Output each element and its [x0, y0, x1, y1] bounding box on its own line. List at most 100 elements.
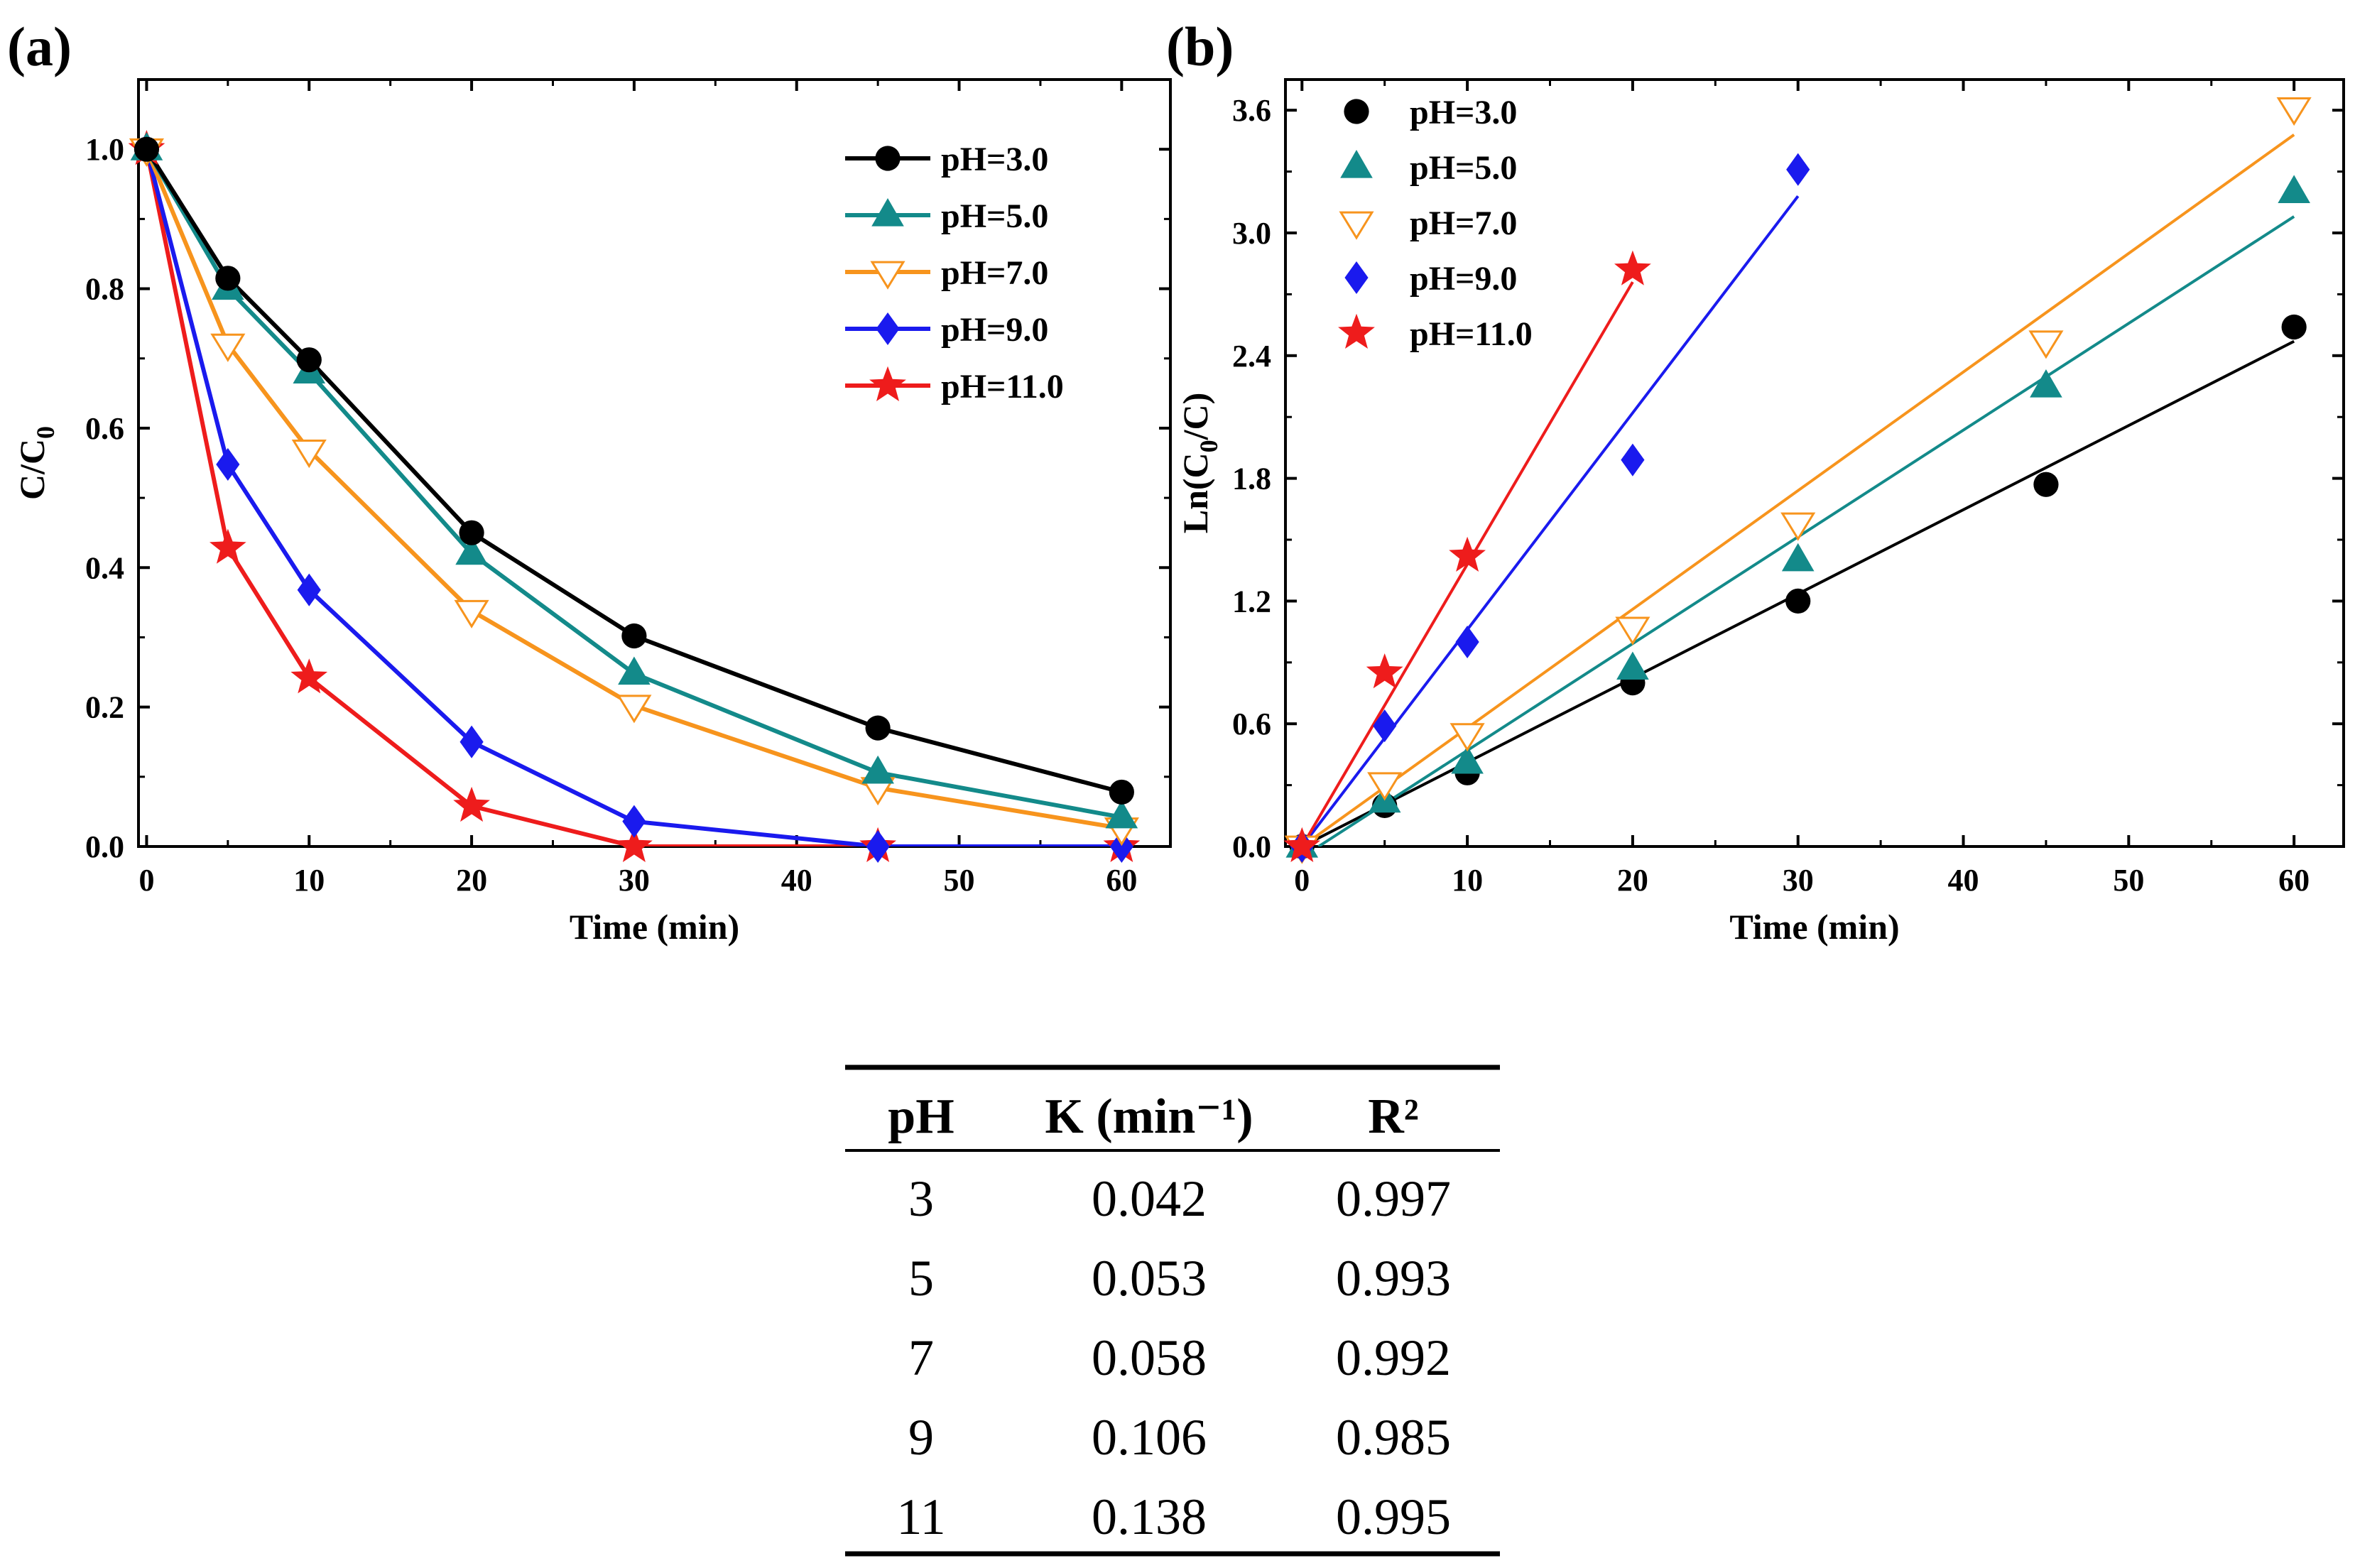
b-x-tick-label: 30 — [1783, 863, 1814, 898]
a-data-point — [618, 656, 651, 685]
table-cell: 0.995 — [1336, 1488, 1451, 1545]
b-y-tick-label: 1.8 — [1232, 462, 1271, 496]
b-legend-label: pH=9.0 — [1410, 260, 1517, 298]
b-data-point — [1450, 723, 1485, 752]
b-data-point — [1451, 745, 1484, 774]
a-y-axis-title: C/C0 — [12, 426, 60, 500]
b-data-point — [1283, 827, 1321, 862]
b-data-point — [2030, 369, 2062, 398]
table-cell: 3 — [908, 1170, 934, 1227]
a-data-point — [297, 573, 321, 606]
b-x-tick-label: 0 — [1294, 863, 1310, 898]
table-header-cell: K (min⁻¹) — [1045, 1089, 1253, 1144]
b-legend-marker — [1339, 211, 1374, 240]
b-legend-label: pH=7.0 — [1410, 205, 1517, 242]
a-legend-marker — [876, 312, 900, 346]
b-data-point — [2278, 175, 2310, 203]
a-y-tick-label: 0.4 — [85, 550, 124, 585]
b-legend-marker — [1344, 261, 1369, 295]
b-x-tick-label: 60 — [2278, 863, 2310, 898]
a-data-point — [866, 829, 890, 864]
a-y-tick-label: 1.0 — [85, 132, 124, 167]
a-legend-label: pH=11.0 — [941, 368, 1064, 405]
a-data-point — [865, 715, 891, 741]
b-x-tick-label: 50 — [2113, 863, 2144, 898]
table-cell: 0.138 — [1092, 1488, 1207, 1545]
a-data-point — [216, 447, 240, 481]
a-data-point — [616, 827, 653, 862]
a-data-point — [1109, 829, 1133, 864]
a-data-point — [215, 266, 241, 291]
b-data-point — [1786, 153, 1810, 186]
b-y-tick-label: 2.4 — [1232, 339, 1271, 374]
b-y-tick-label: 3.0 — [1232, 216, 1271, 251]
table-cell: 0.058 — [1092, 1329, 1207, 1386]
b-data-point — [2028, 330, 2064, 359]
a-x-axis-title: Time (min) — [570, 907, 739, 947]
table-cell: 0.992 — [1336, 1329, 1451, 1386]
b-data-point — [1455, 625, 1479, 659]
b-data-point — [1367, 772, 1403, 801]
b-y-axis-title: Ln(C0/C) — [1175, 393, 1223, 534]
a-data-point — [210, 333, 246, 362]
b-data-point — [1614, 250, 1651, 285]
a-x-tick-label: 60 — [1106, 863, 1137, 898]
a-y-tick-label: 0.6 — [85, 411, 124, 446]
a-data-point — [621, 623, 647, 649]
b-x-tick-label: 10 — [1452, 863, 1483, 898]
a-data-point — [1109, 779, 1134, 805]
a-x-tick-label: 30 — [619, 863, 650, 898]
b-data-point — [1781, 543, 1815, 572]
a-y-tick-label: 0.8 — [85, 272, 124, 307]
b-x-axis-title: Time (min) — [1729, 907, 1899, 947]
a-legend-marker — [871, 198, 904, 227]
table-cell: 0.993 — [1336, 1250, 1451, 1307]
b-y-tick-label: 3.6 — [1232, 93, 1271, 128]
a-y-tick-label: 0.0 — [85, 829, 124, 864]
table-header-cell: pH — [888, 1089, 954, 1144]
b-data-point — [1621, 443, 1645, 477]
a-legend-label: pH=9.0 — [941, 311, 1048, 349]
a-data-point — [453, 786, 490, 822]
b-legend-label: pH=5.0 — [1410, 149, 1517, 187]
panel-label-b: (b) — [1166, 16, 1234, 77]
table-header-cell: R² — [1368, 1089, 1419, 1144]
b-data-point — [2281, 314, 2307, 340]
b-data-point — [2033, 472, 2059, 497]
b-legend-marker — [1340, 150, 1373, 178]
a-series-line — [144, 148, 1122, 831]
a-data-point — [459, 725, 484, 758]
a-legend-label: pH=3.0 — [941, 141, 1048, 178]
a-legend-marker — [870, 261, 905, 290]
b-fit-line — [1317, 215, 2295, 846]
b-y-tick-label: 1.2 — [1232, 584, 1271, 619]
b-data-point — [1780, 512, 1816, 541]
a-data-point — [134, 136, 160, 162]
a-data-point — [291, 440, 327, 469]
b-data-point — [2276, 97, 2312, 126]
a-y-tick-label: 0.2 — [85, 690, 124, 725]
table-cell: 7 — [908, 1329, 934, 1386]
b-plot-frame — [1284, 78, 2345, 848]
a-data-point — [459, 520, 484, 545]
a-plot-frame — [137, 78, 1172, 848]
a-x-tick-label: 0 — [138, 863, 154, 898]
chart-panel-b: (b) 0 10 20 30 40 50 60 0.0 0.6 1.2 1.8 2.4 3.0 3.6 Tim… — [1166, 16, 2345, 947]
b-data-point — [1366, 653, 1403, 689]
b-legend-label: pH=11.0 — [1410, 315, 1533, 353]
a-data-point — [296, 347, 322, 373]
a-data-point — [616, 695, 652, 724]
b-legend-marker — [1344, 99, 1369, 124]
table-cell: 0.985 — [1336, 1409, 1451, 1466]
b-data-point — [1449, 536, 1486, 572]
b-legend-marker — [1338, 313, 1375, 349]
a-data-point — [455, 536, 488, 565]
a-x-tick-label: 20 — [456, 863, 487, 898]
a-data-point — [454, 599, 489, 628]
a-legend-marker — [875, 146, 901, 171]
a-data-point — [1105, 800, 1138, 829]
a-x-tick-label: 50 — [944, 863, 975, 898]
table-cell: 0.042 — [1092, 1170, 1207, 1227]
chart-panel-a: (a) 0 10 20 30 40 50 60 0.0 0.2 0.4 0.6 0.8 1.0 Time (… — [7, 16, 1172, 947]
